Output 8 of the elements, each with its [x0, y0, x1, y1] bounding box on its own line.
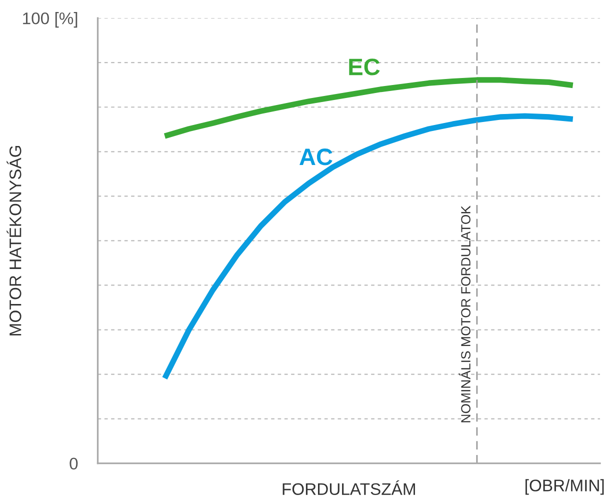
y-tick-label: 0 [70, 458, 78, 470]
series-label: AC [300, 148, 332, 166]
series-label: EC [349, 58, 380, 76]
x-axis-title: FORDULATSZÁM [282, 480, 415, 496]
y-axis-title: MOTOR HATÉKONYSÁG [6, 146, 22, 336]
text: [OBR/MIN] [526, 479, 604, 495]
y-tick-label: 100 [%] [23, 12, 78, 28]
annotation: NOMINÁLIS MOTOR FORDULATOK [458, 206, 470, 422]
